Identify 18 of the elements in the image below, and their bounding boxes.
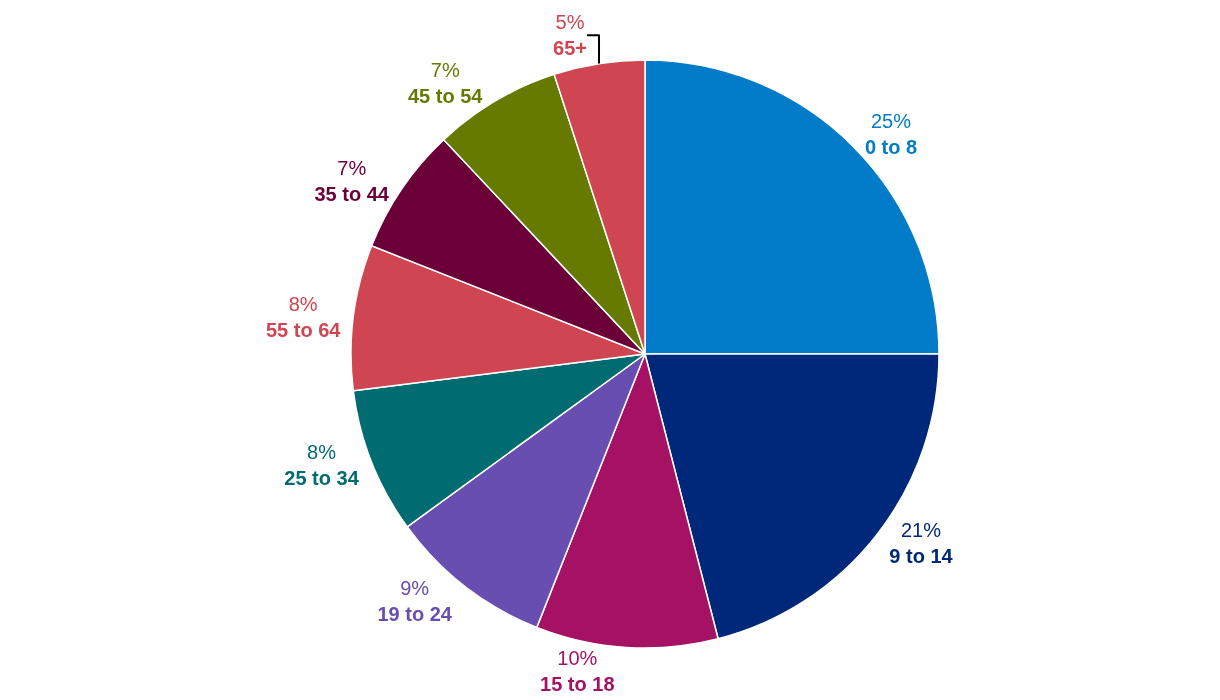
data-label: 8% bbox=[288, 292, 318, 315]
slice-label: 35 to 44 bbox=[314, 183, 390, 206]
data-label: 8% bbox=[307, 441, 337, 464]
data-label: 7% bbox=[430, 59, 460, 82]
data-label: 10% bbox=[557, 647, 598, 670]
slice-label: 9 to 14 bbox=[889, 545, 954, 568]
slice-label: 19 to 24 bbox=[377, 603, 453, 626]
slice-label: 65+ bbox=[553, 37, 588, 60]
data-label: 5% bbox=[555, 11, 585, 34]
slice-label: 15 to 18 bbox=[540, 673, 615, 696]
slice-label: 0 to 8 bbox=[864, 136, 918, 159]
slice-label: 55 to 64 bbox=[265, 318, 342, 341]
slice-label: 25 to 34 bbox=[284, 467, 360, 490]
slice-label: 45 to 54 bbox=[407, 85, 484, 108]
data-label: 25% bbox=[871, 110, 912, 133]
data-label: 9% bbox=[400, 577, 430, 600]
data-label: 7% bbox=[337, 157, 367, 180]
data-label: 21% bbox=[900, 519, 942, 542]
